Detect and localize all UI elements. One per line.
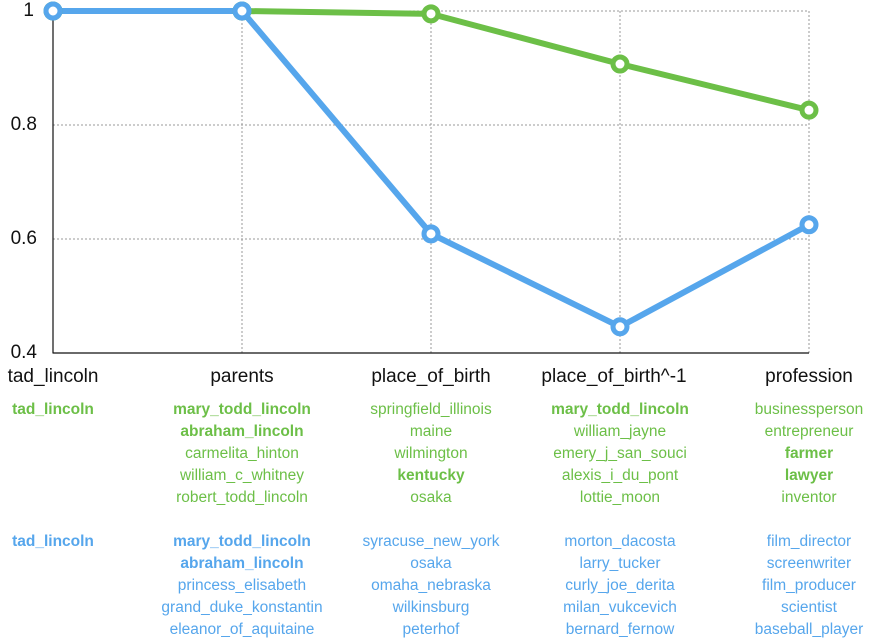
data-point-blue [799,215,819,235]
list-item: maine [409,423,453,440]
y-tick-1: 1 [23,0,34,21]
list-item: tad_lincoln [12,401,94,418]
list-item: abraham_lincoln [180,423,304,440]
list-item: morton_dacosta [564,533,676,550]
list-item: larry_tucker [579,555,661,572]
x-label-place-of-birth: place_of_birth [371,366,491,387]
list-item: springfield_illinois [370,401,492,418]
list-item: william_jayne [573,423,667,440]
list-item: screenwriter [766,555,852,572]
x-label-parents: parents [210,366,274,387]
list-item: mary_todd_lincoln [173,401,311,418]
list-item: princess_elisabeth [177,577,307,594]
list-item: omaha_nebraska [371,577,491,594]
x-label-profession: profession [765,366,853,387]
list-item: eleanor_of_aquitaine [169,621,315,638]
list-item: grand_duke_konstantin [161,599,323,616]
green-list-parents: mary_todd_lincoln abraham_lincoln carmelit… [173,399,311,509]
data-point-green [799,100,819,120]
list-item: wilmington [394,445,468,462]
list-item: businessperson [754,401,864,418]
list-item: mary_todd_lincoln [173,533,311,550]
list-item: scientist [780,599,837,616]
data-point-blue [610,317,630,337]
list-item: inventor [781,489,837,506]
axes [52,11,809,354]
data-point-blue [43,1,63,21]
y-tick-0.4: 0.4 [10,342,37,363]
list-item: alexis_i_du_pont [561,467,679,484]
list-item: carmelita_hinton [185,445,299,462]
list-item: wilkinsburg [392,599,470,616]
list-item: robert_todd_lincoln [176,489,308,506]
y-tick-0.6: 0.6 [10,228,37,249]
blue-list-parents: mary_todd_lincoln abraham_lincoln princess… [161,531,322,641]
list-item: bernard_fernow [565,621,675,638]
data-point-blue [232,1,252,21]
y-tick-0.8: 0.8 [10,114,37,135]
list-item: syracuse_new_york [362,533,500,550]
list-item: lottie_moon [579,489,661,506]
data-point-blue [421,224,441,244]
list-item: kentucky [397,467,465,484]
data-point-green [421,4,441,24]
list-item: lawyer [784,467,834,484]
x-label-place-of-birth-inverse: place_of_birth^-1 [541,366,687,387]
list-item: peterhof [402,621,460,638]
green-list-place-of-birth-1: mary_todd_lincoln william_jayne emery_j_sa… [551,399,689,509]
list-item: baseball_player [754,621,864,638]
list-item: tad_lincoln [12,533,94,550]
list-item: milan_vukcevich [563,599,677,616]
x-label-tad-lincoln: tad_lincoln [7,366,99,387]
list-item: emery_j_san_souci [553,445,687,462]
list-item: farmer [784,445,834,462]
list-item: osaka [410,489,452,506]
green-list-tad-lincoln: tad_lincoln [12,399,94,421]
series-lines [43,1,819,337]
list-item: film_producer [762,577,856,594]
list-item: william_c_whitney [179,467,305,484]
list-item: entrepreneur [764,423,854,440]
list-item: abraham_lincoln [180,555,304,572]
data-point-green [610,54,630,74]
grid-lines [53,10,810,353]
list-item: mary_todd_lincoln [551,401,689,418]
blue-list-tad-lincoln: tad_lincoln [12,531,94,553]
green-list-profession: businessperson entrepreneur farmer lawyer in… [755,399,864,509]
list-item: curly_joe_derita [565,577,675,594]
list-item: film_director [766,533,852,550]
blue-list-place-of-birth-1: morton_dacosta larry_tucker curly_joe_deri… [563,531,677,641]
list-item: osaka [410,555,452,572]
